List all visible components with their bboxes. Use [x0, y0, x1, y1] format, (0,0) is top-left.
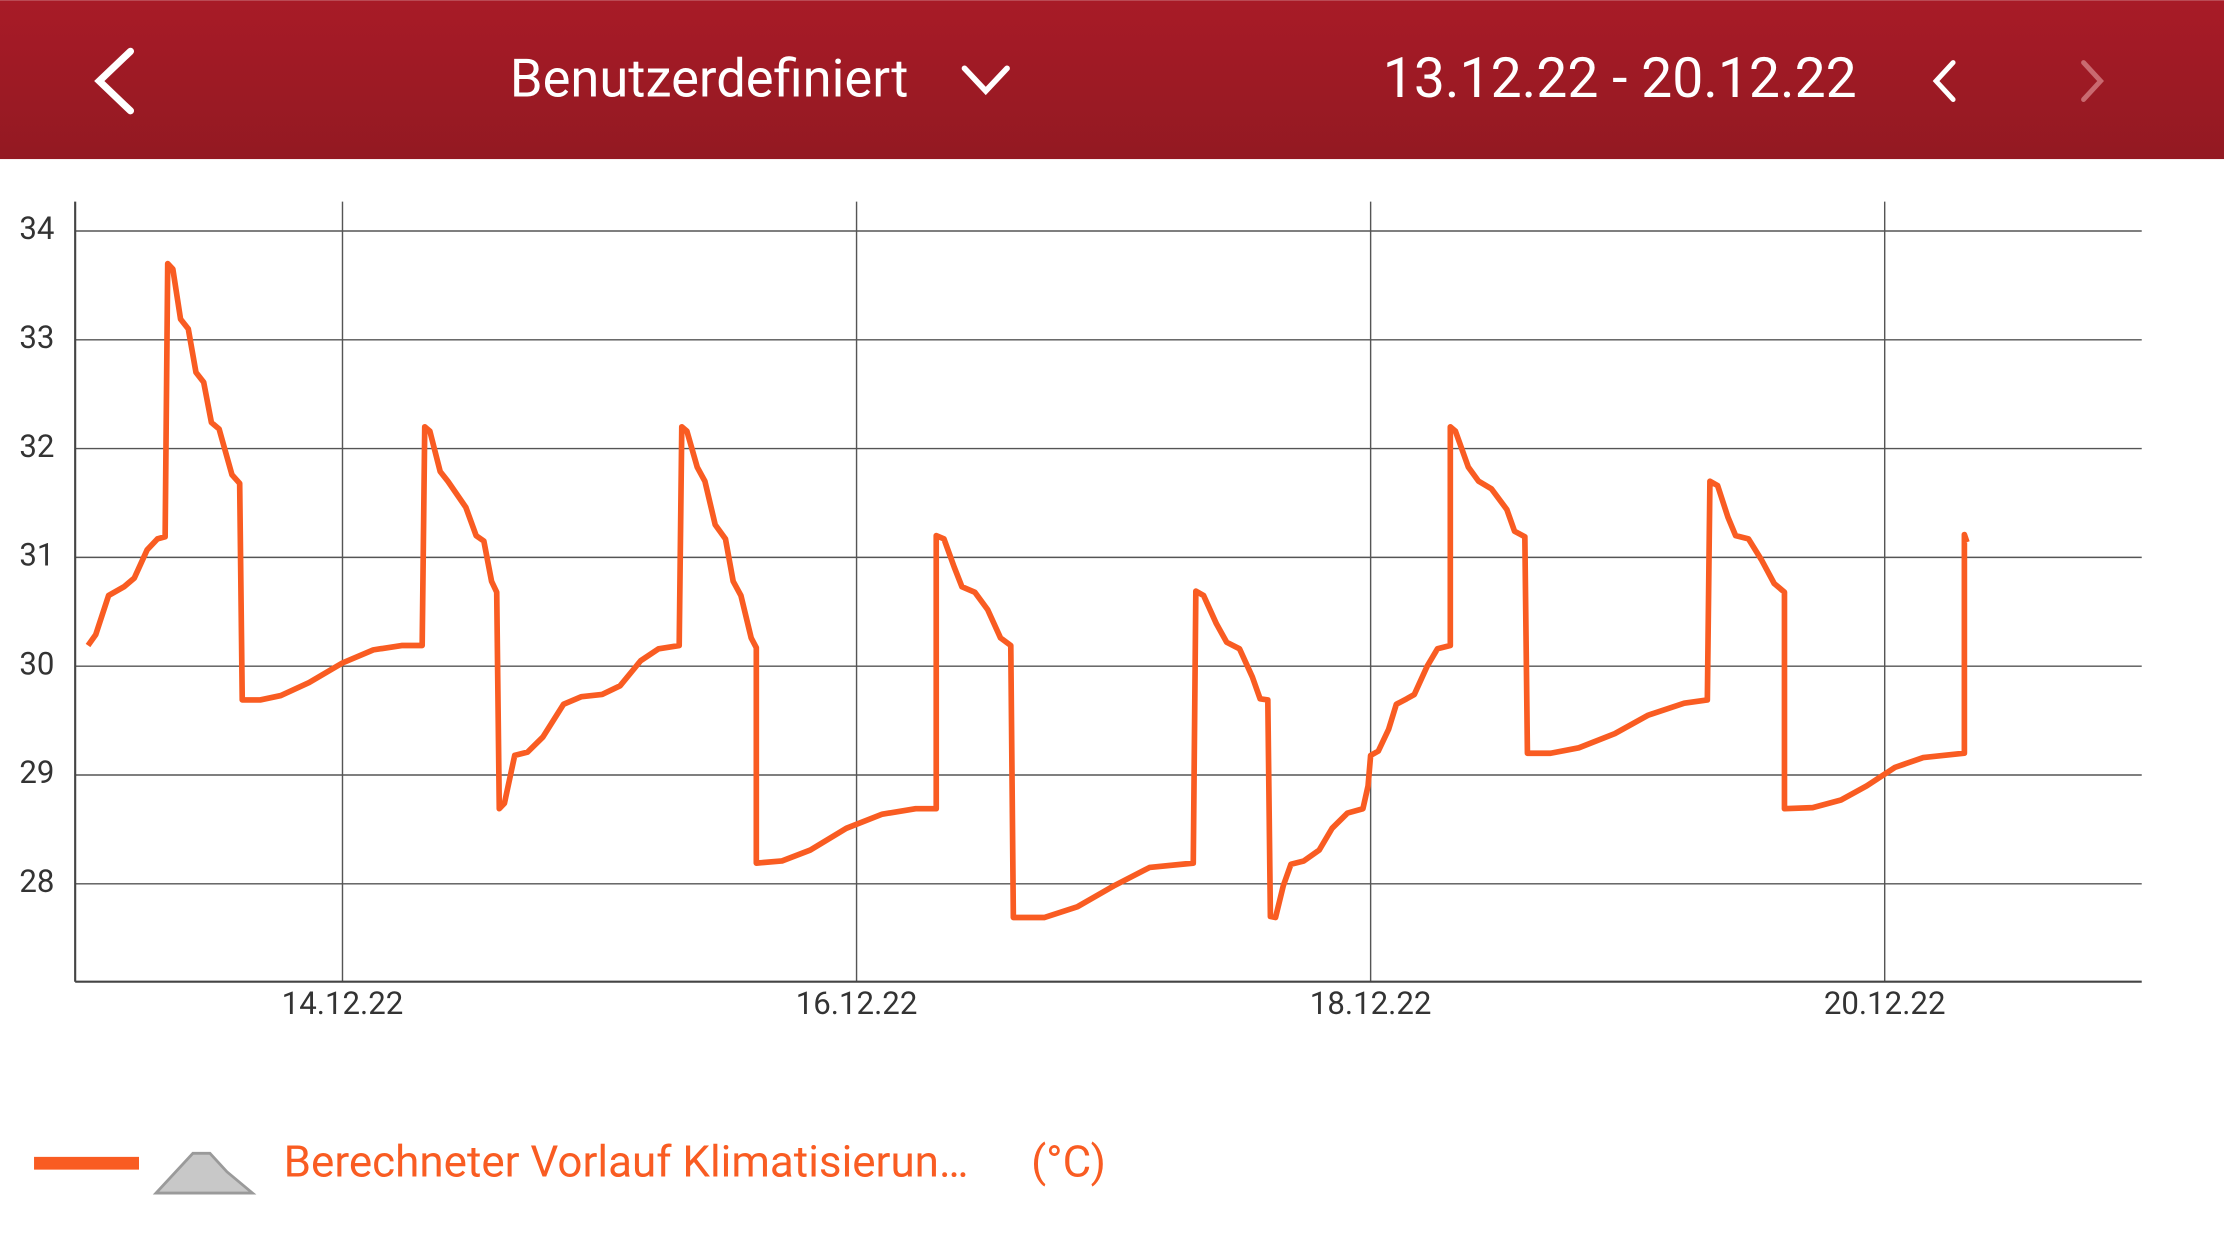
y-tick-label: 30: [19, 645, 54, 682]
y-tick-label: 32: [19, 428, 54, 465]
legend-label: Berechneter Vorlauf Klimatisierun…: [284, 1135, 969, 1187]
y-tick-label: 28: [19, 863, 54, 900]
next-button[interactable]: [2081, 60, 2104, 102]
view-title[interactable]: Benutzerdefiniert: [510, 47, 909, 109]
plot: 28 29 30 31 32 33 34 14.12.22 16.12.22 18.12.22 20…: [19, 201, 2142, 1022]
x-tick-label: 20.12.22: [1824, 985, 1946, 1022]
date-range: 13.12.22 - 20.12.22: [1383, 46, 1857, 111]
y-tick-label: 31: [19, 537, 54, 574]
y-tick-label: 29: [19, 754, 54, 791]
x-tick-label: 16.12.22: [796, 985, 918, 1022]
unit-label: (°C): [1031, 1135, 1106, 1187]
app-bar: [0, 0, 2224, 160]
x-tick-label: 14.12.22: [282, 985, 404, 1022]
previous-button[interactable]: [1932, 60, 1956, 102]
dropdown-icon[interactable]: [961, 65, 1010, 96]
x-tick-label: 18.12.22: [1310, 985, 1432, 1022]
y-tick-label: 33: [19, 319, 54, 356]
back-button[interactable]: [94, 47, 135, 115]
legend-area-icon: [152, 1151, 257, 1195]
data-line: [85, 260, 1970, 921]
y-tick-label: 34: [19, 210, 54, 247]
